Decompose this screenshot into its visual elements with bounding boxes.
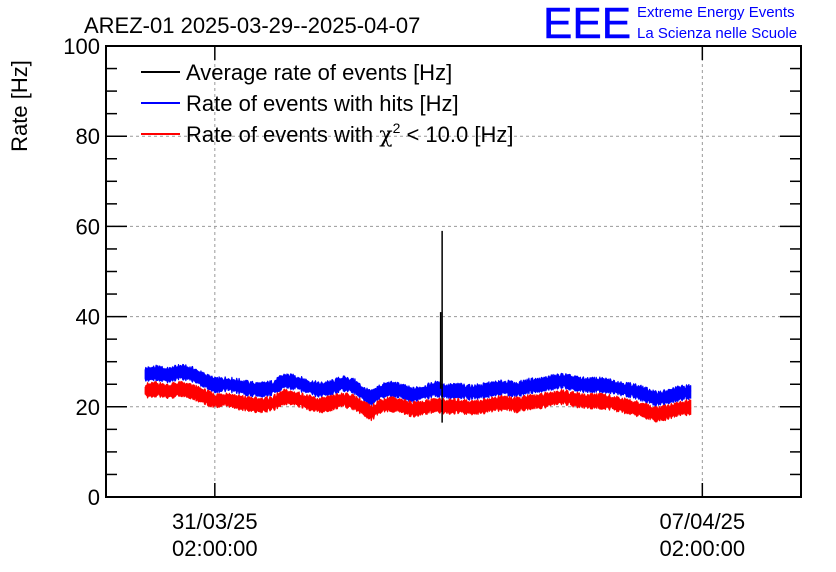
legend-label-average: Average rate of events [Hz]: [186, 60, 452, 85]
x-tick-label-date: 07/04/25: [660, 509, 746, 534]
eee-logo: EEE Extreme Energy Events La Scienza nel…: [543, 0, 797, 48]
chart-title: AREZ-01 2025-03-29--2025-04-07: [84, 13, 420, 38]
y-tick-label: 20: [76, 395, 100, 420]
x-tick-label-time: 02:00:00: [172, 536, 258, 561]
series-band: [144, 380, 692, 423]
x-tick-label-time: 02:00:00: [660, 536, 746, 561]
y-tick-label: 0: [88, 485, 100, 510]
x-tick-label-date: 31/03/25: [172, 509, 258, 534]
series-line: [145, 367, 692, 406]
legend: Average rate of events [Hz] Rate of even…: [141, 60, 513, 148]
logo-line1: Extreme Energy Events: [637, 4, 795, 21]
logo-line2: La Scienza nelle Scuole: [637, 25, 797, 42]
series-line: [144, 383, 692, 419]
y-tick-label: 100: [63, 34, 100, 59]
plot-area: [144, 230, 692, 423]
y-tick-label: 40: [76, 305, 100, 330]
y-tick-label: 80: [76, 124, 100, 149]
axes: 02040608010031/03/2502:00:0007/04/2502:0…: [63, 34, 802, 561]
legend-label-chi2: Rate of events with χ2 < 10.0 [Hz]: [186, 120, 513, 148]
legend-label-hits: Rate of events with hits [Hz]: [186, 91, 459, 116]
y-tick-label: 60: [76, 214, 100, 239]
logo-letters: EEE: [543, 0, 631, 48]
y-axis-label: Rate [Hz]: [7, 60, 32, 152]
